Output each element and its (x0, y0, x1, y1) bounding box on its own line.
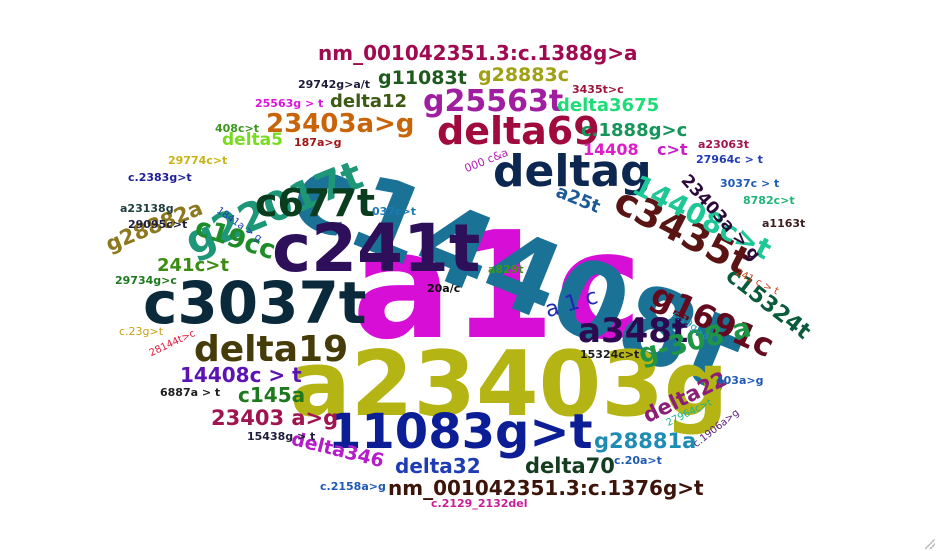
word-nm-1388: nm_001042351.3:c.1388g>a (318, 41, 638, 65)
word-29742g: 29742g>a/t (298, 78, 371, 91)
word-c20a-t: c.20a>t (614, 454, 662, 467)
word-c241t: c241t (272, 210, 481, 287)
word-14408c-space-t: 14408c > t (180, 363, 302, 387)
word-c677t: c677t (255, 181, 376, 225)
word-11083g-t: 11083g>t (328, 404, 593, 460)
word-20a-c: 20a/c (427, 282, 461, 295)
word-g11083t: g11083t (378, 67, 467, 89)
word-29095c-t: 29095c>t (128, 218, 188, 231)
word-g25563t: g25563t (423, 84, 564, 119)
word-037c-t: 037c>t (372, 205, 416, 218)
word-23403a-g: 23403a>g (266, 109, 415, 139)
word-a829t: a829t (488, 263, 524, 276)
word-c23g-t: c.23g>t (119, 325, 164, 338)
word-408c-t: 408c>t (215, 122, 259, 135)
word-15438g-t: 15438g > t (247, 430, 316, 443)
word-c3037t: c3037t (143, 269, 367, 337)
word-29774c-t: 29774c>t (168, 154, 228, 167)
word-g28881a: g28881a (594, 429, 697, 453)
word-241c-t: 241c>t (157, 255, 229, 276)
word-3037c-space-t: 3037c > t (720, 177, 780, 190)
word-delta69: delta69 (437, 109, 600, 153)
word-a23063t: a23063t (698, 138, 749, 151)
word-29734g-c: 29734g>c (115, 274, 177, 287)
word-187a-g: 187a>g (294, 136, 342, 149)
word-c2129-2132del: c.2129_2132del (431, 497, 528, 510)
word-15324c-t: 15324c>t (580, 348, 640, 361)
resize-grip[interactable] (925, 539, 935, 549)
word-delta19: delta19 (194, 329, 349, 370)
word-25563g: 25563g > t (255, 97, 324, 110)
word-a23138g: a23138g (120, 202, 174, 215)
word-delta12: delta12 (330, 91, 408, 112)
word-g28883c: g28883c (478, 64, 569, 86)
word-14408: 14408 (583, 140, 639, 159)
word-delta3675: delta3675 (557, 95, 660, 116)
word-c2383g-t: c.2383g>t (128, 171, 192, 184)
word-deltag: deltag (493, 146, 652, 197)
word-403a-g: 403a>g (716, 374, 764, 387)
word-delta32: delta32 (395, 454, 481, 478)
word-delta5: delta5 (222, 130, 283, 150)
word-27964c-space-t: 27964c > t (696, 153, 763, 166)
word-c1888g-c: c.1888g>c (581, 120, 688, 141)
word-a1163t: a1163t (762, 217, 806, 230)
word-nm-1376: nm_001042351.3:c.1376g>t (388, 476, 704, 500)
word-c145a: c145a (238, 383, 306, 407)
word-a1c: a1c (352, 200, 643, 372)
word-delta70: delta70 (525, 454, 615, 478)
word-a23403g: a23403g (290, 332, 729, 437)
word-6887a-t: 6887a > t (160, 386, 221, 399)
word-c2158a-g: c.2158a>g (320, 480, 386, 493)
word-3435t-c: 3435t>c (572, 83, 624, 96)
word-c-gt-t: c>t (657, 140, 688, 159)
word-23403-space-a-g: 23403 a>g (211, 406, 339, 430)
word-a348t: a348t (578, 311, 689, 351)
word-8782c-t: 8782c>t (743, 194, 795, 207)
